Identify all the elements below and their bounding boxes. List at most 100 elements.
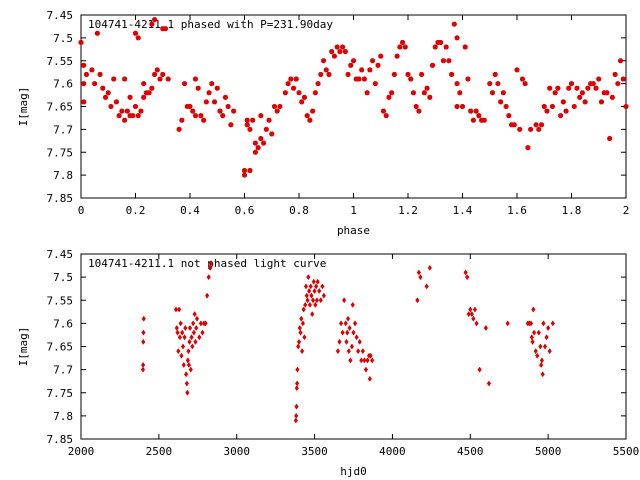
data-point — [154, 67, 160, 73]
data-point — [180, 329, 185, 336]
data-point — [529, 334, 534, 341]
x-tick-label: 4000 — [379, 445, 406, 458]
data-point — [481, 117, 487, 123]
data-point — [194, 315, 200, 322]
data-point — [296, 343, 301, 350]
data-point — [569, 81, 574, 87]
data-point — [183, 324, 188, 332]
data-point — [421, 90, 427, 96]
data-point — [217, 108, 223, 114]
data-point — [271, 104, 277, 109]
data-point — [190, 343, 195, 350]
data-point — [469, 311, 474, 318]
data-point — [342, 297, 347, 304]
data-point — [186, 361, 192, 369]
data-point — [105, 90, 111, 96]
data-point — [141, 81, 147, 87]
data-point — [309, 292, 314, 299]
data-point — [351, 58, 356, 64]
data-point — [344, 338, 349, 345]
data-point — [176, 306, 182, 313]
data-point — [193, 338, 198, 345]
data-point — [178, 320, 183, 327]
data-point — [337, 49, 343, 55]
data-point — [294, 403, 299, 410]
data-point — [582, 99, 588, 105]
data-point — [498, 99, 504, 105]
data-point — [356, 76, 362, 82]
data-point — [141, 329, 146, 336]
data-point — [285, 81, 291, 87]
data-point — [418, 274, 423, 281]
data-point — [451, 21, 457, 27]
data-point — [337, 338, 342, 345]
data-point — [607, 136, 613, 142]
data-point — [351, 329, 356, 336]
x-tick-label: 1.2 — [398, 204, 418, 217]
data-point — [335, 348, 341, 355]
data-point — [386, 94, 392, 100]
y-tick-label: 7.45 — [47, 248, 74, 261]
data-point — [424, 283, 429, 290]
data-point — [500, 90, 506, 96]
data-point — [176, 126, 182, 132]
data-point — [81, 62, 87, 68]
data-point — [191, 320, 196, 327]
data-point — [378, 53, 384, 59]
data-point — [160, 71, 166, 77]
data-point — [296, 90, 302, 96]
data-point — [342, 49, 348, 55]
data-point — [348, 357, 353, 364]
data-point — [593, 85, 599, 91]
data-point — [400, 39, 406, 45]
data-point — [305, 297, 310, 304]
data-point — [465, 274, 470, 281]
data-point — [133, 104, 138, 109]
data-point — [530, 338, 535, 345]
data-point — [536, 126, 542, 132]
data-point — [313, 301, 318, 308]
data-point — [296, 338, 302, 345]
data-point — [258, 113, 264, 119]
data-point — [310, 311, 315, 318]
data-point — [205, 292, 210, 299]
data-point — [359, 67, 365, 73]
x-tick-label: 0.6 — [235, 204, 255, 217]
data-point — [83, 71, 89, 77]
y-tick-label: 7.85 — [47, 433, 74, 446]
x-tick-label: 3000 — [223, 445, 250, 458]
data-point — [111, 76, 117, 82]
data-point — [180, 343, 186, 350]
data-point — [560, 99, 566, 105]
data-point — [380, 108, 386, 114]
phased-light-curve-panel: 0 0.2 0.4 0.6 0.8 1 1.2 1.4 1.6 1.8 2 7.45 7.5 7.55 7.… — [17, 9, 629, 237]
data-point — [457, 90, 463, 96]
data-point — [175, 329, 180, 336]
data-point — [209, 81, 215, 87]
data-point — [317, 287, 322, 295]
x-tick-label: 1 — [350, 204, 357, 217]
data-point — [266, 117, 272, 123]
data-point — [363, 366, 369, 373]
data-point — [472, 306, 478, 313]
data-point — [539, 122, 545, 128]
data-point — [618, 58, 624, 64]
data-point — [122, 76, 128, 82]
data-point — [152, 17, 158, 23]
x-tick-label: 1.8 — [562, 204, 582, 217]
data-point — [135, 35, 141, 41]
data-point — [81, 99, 87, 105]
data-point — [474, 320, 479, 327]
data-point — [383, 113, 389, 119]
data-point — [375, 62, 381, 68]
y-tick-label: 7.85 — [47, 192, 74, 205]
data-point — [509, 122, 515, 128]
data-point — [220, 113, 226, 119]
x-tick-label: 3500 — [301, 445, 328, 458]
data-point — [462, 44, 468, 50]
data-point — [315, 81, 321, 87]
data-point — [477, 366, 482, 373]
data-point — [192, 113, 198, 119]
data-point — [214, 85, 220, 91]
data-point — [555, 85, 561, 91]
